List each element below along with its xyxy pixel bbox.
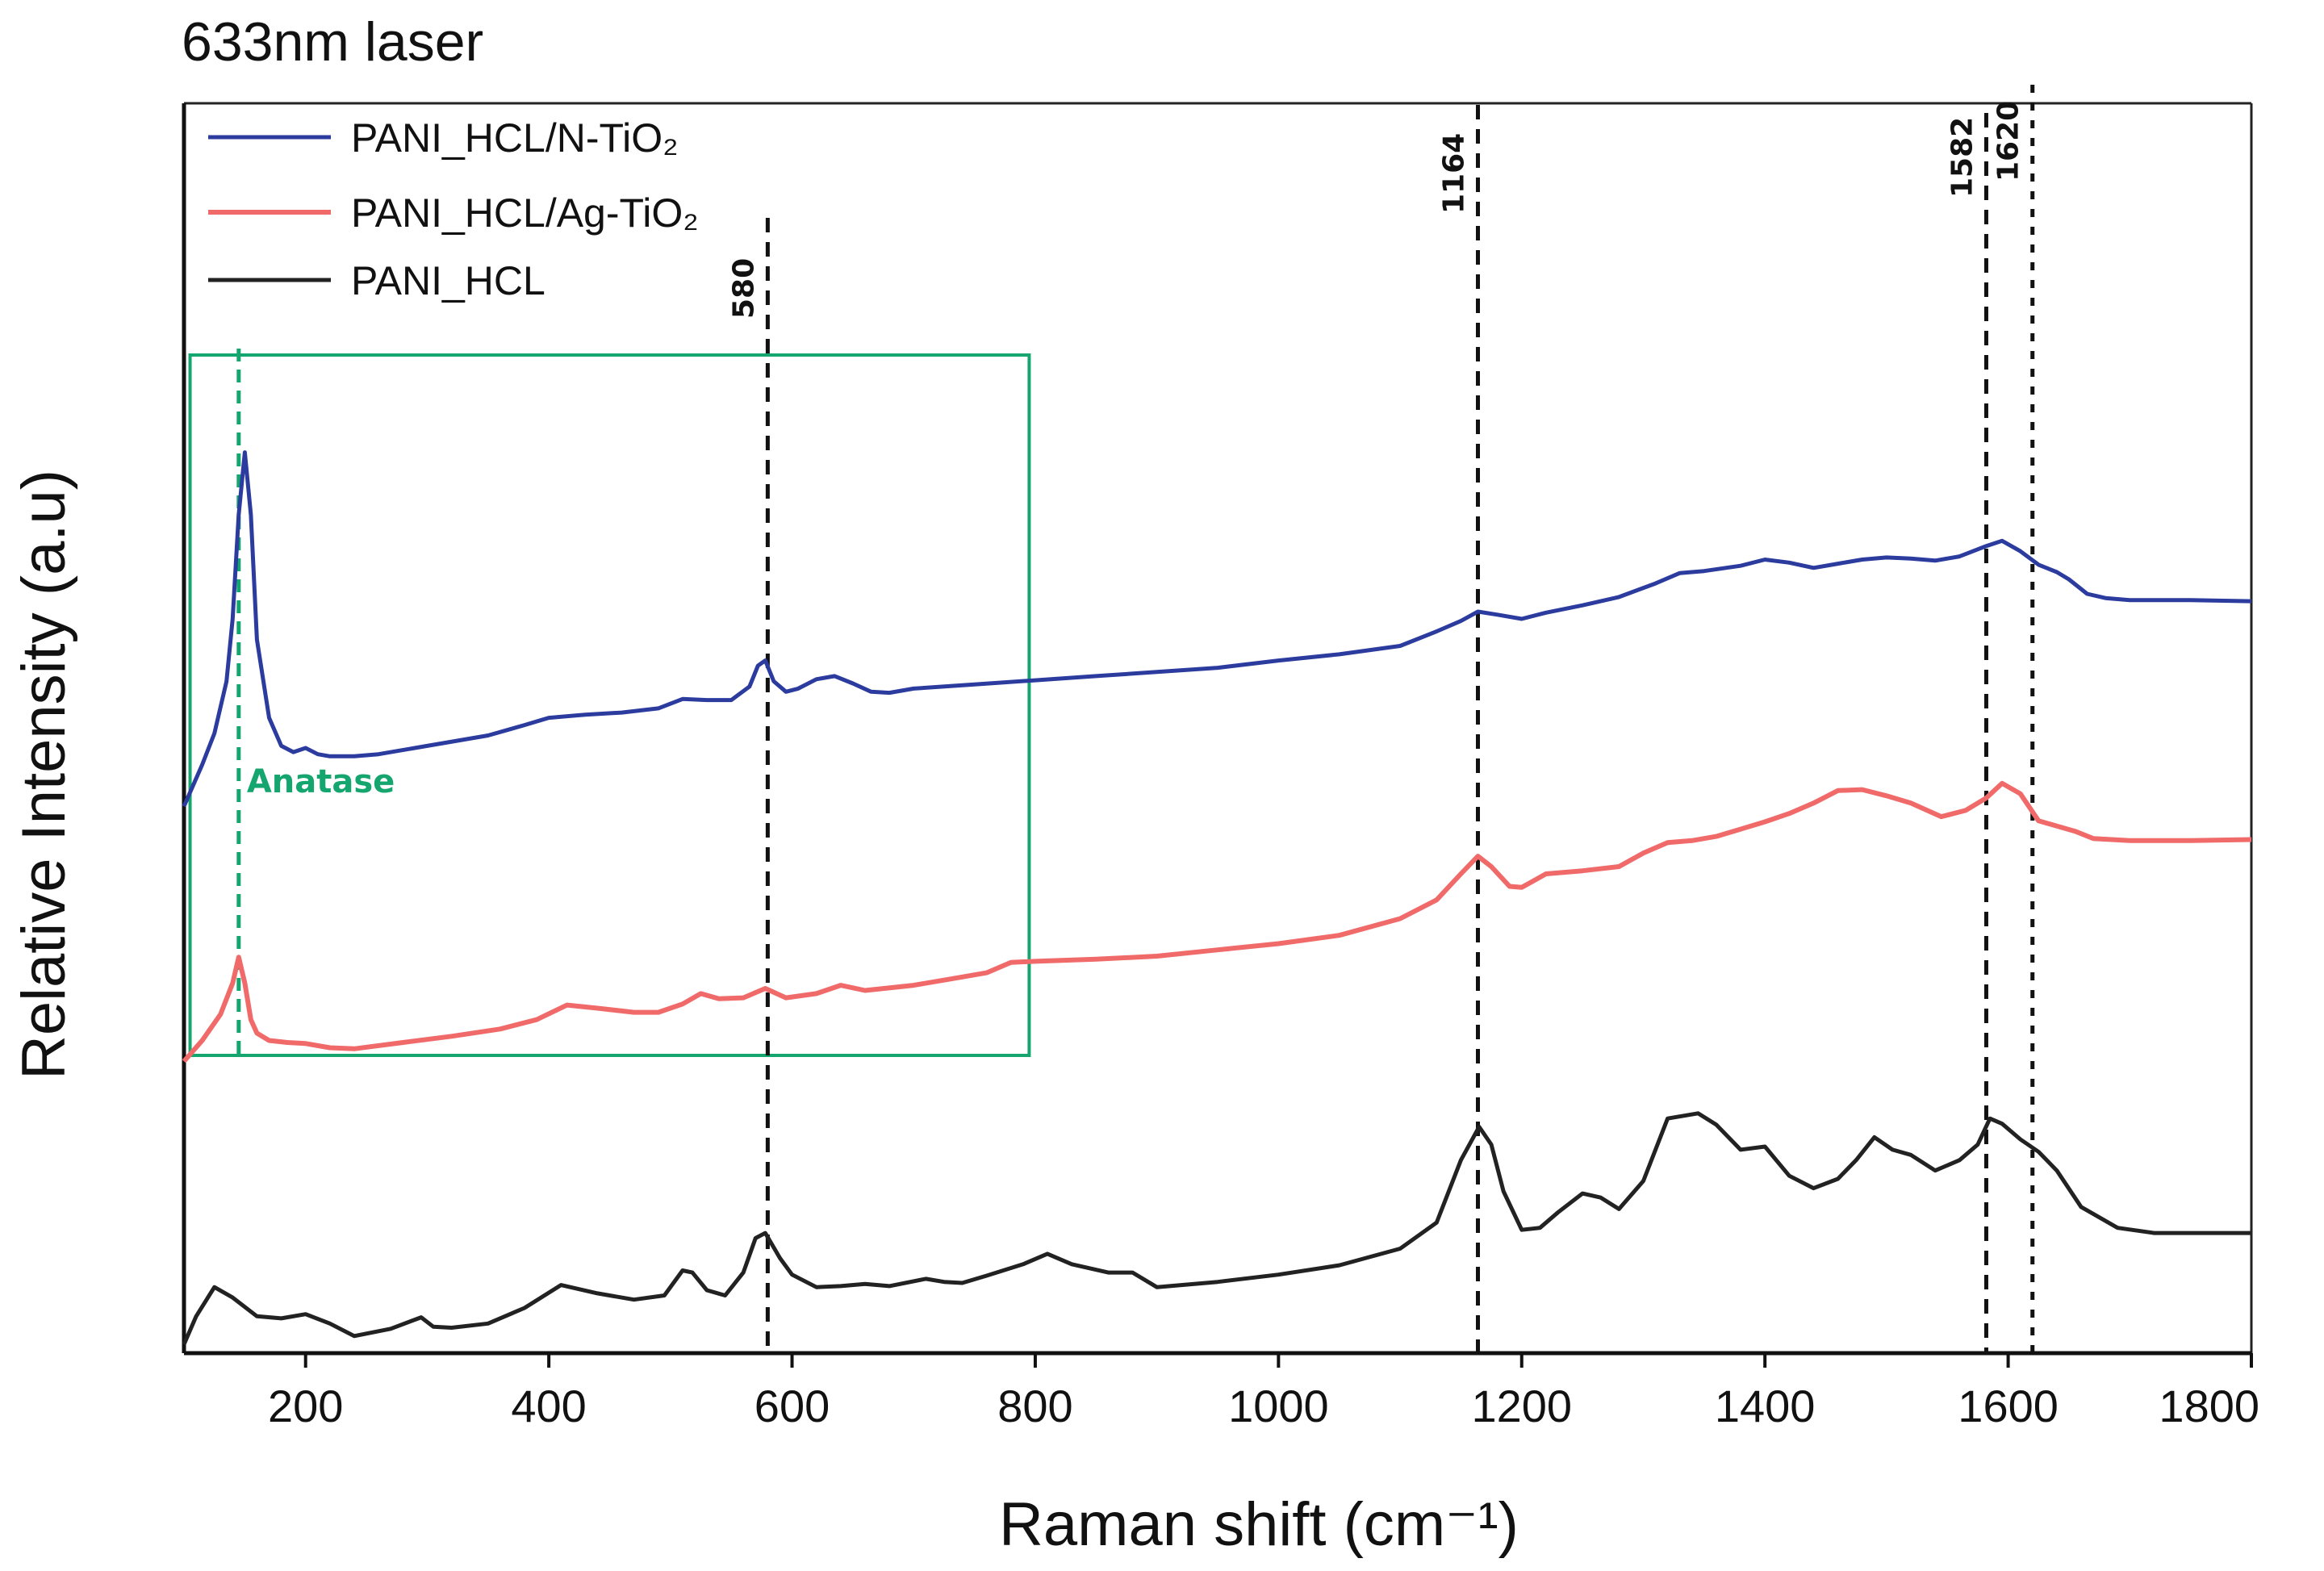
anatase-region-box <box>188 353 1031 1057</box>
series-line-n-tio2 <box>182 450 2252 808</box>
x-tick-label-1400: 1400 <box>1715 1381 1816 1431</box>
legend-label-pani-hcl: PANI_HCL <box>351 258 545 303</box>
x-tick-label-1600: 1600 <box>1958 1381 2059 1431</box>
x-tick-label-400: 400 <box>511 1381 586 1431</box>
legend-label-ag-tio2: PANI_HCL/Ag-TiO₂ <box>351 190 699 236</box>
x-axis-ticks: 200 400 600 800 1000 1200 1400 1600 1800 <box>268 1353 2259 1431</box>
x-tick-label-200: 200 <box>268 1381 343 1431</box>
x-axis-title: Raman shift (cm⁻¹) <box>999 1490 1519 1559</box>
ref-label-1582: 1582 <box>1946 117 1979 198</box>
ref-label-1164: 1164 <box>1438 133 1471 214</box>
series-line-ag-tio2 <box>182 780 2252 1063</box>
ref-label-1620: 1620 <box>1992 101 2025 182</box>
y-axis-title: Relative Intensity (a.u) <box>10 470 78 1080</box>
ref-label-580: 580 <box>727 258 760 319</box>
x-tick-label-600: 600 <box>754 1381 830 1431</box>
chart-title: 633nm laser <box>182 11 483 73</box>
legend: PANI_HCL/N-TiO₂ PANI_HCL/Ag-TiO₂ PANI_HC… <box>208 115 699 303</box>
plot-frame <box>182 102 2253 1356</box>
x-tick-label-1800: 1800 <box>2159 1381 2259 1431</box>
legend-label-n-tio2: PANI_HCL/N-TiO₂ <box>351 115 679 161</box>
x-tick-label-800: 800 <box>997 1381 1072 1431</box>
reference-lines: 580 1164 1582 1620 <box>727 85 2035 1353</box>
series-group <box>182 450 2252 1346</box>
x-tick-label-1000: 1000 <box>1228 1381 1329 1431</box>
anatase-label: Anatase <box>247 763 395 800</box>
series-line-pani-hcl <box>182 1111 2251 1346</box>
x-tick-label-1200: 1200 <box>1471 1381 1572 1431</box>
